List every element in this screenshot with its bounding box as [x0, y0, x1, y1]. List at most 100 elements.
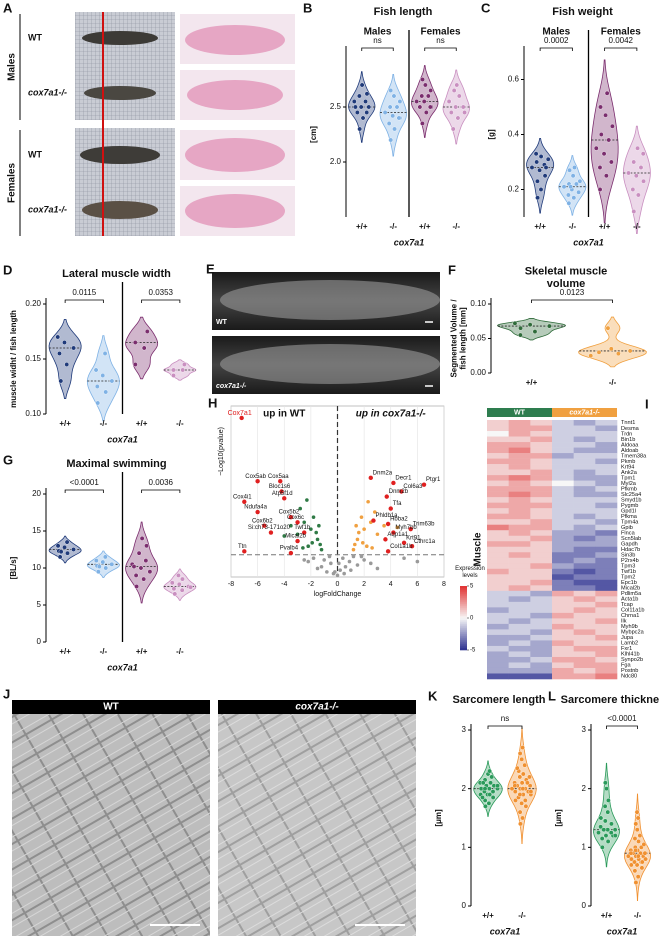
data-point — [635, 853, 641, 859]
x-tick-label: +/+ — [601, 911, 613, 920]
panel-letter: H — [208, 395, 217, 410]
gene-point — [288, 550, 294, 556]
heatmap-cell — [487, 645, 509, 652]
gene-point — [384, 494, 389, 499]
heatmap-cell — [552, 585, 574, 592]
data-point — [635, 145, 640, 151]
heatmap-cell — [552, 464, 574, 470]
genotype-label: cox7a1-/- — [28, 87, 67, 97]
heatmap-cell — [573, 530, 596, 537]
data-point — [606, 137, 612, 143]
data-point — [102, 351, 108, 356]
heatmap-cell — [530, 508, 553, 514]
row-label: Tnnt1 — [621, 420, 635, 426]
data-point — [518, 332, 523, 338]
data-point — [520, 745, 525, 750]
gene-label: Ndufa4a — [244, 505, 267, 511]
heatmap-cell — [573, 524, 596, 531]
data-point — [138, 565, 144, 571]
data-point — [538, 154, 544, 159]
data-point — [632, 859, 637, 865]
heatmap-cell — [530, 629, 553, 636]
photo — [75, 128, 175, 236]
data-point — [517, 809, 523, 815]
heatmap-cell — [530, 491, 553, 498]
data-point — [512, 789, 518, 794]
data-point — [319, 547, 324, 552]
data-point — [363, 99, 368, 104]
data-point — [322, 558, 326, 562]
gene-label: Tfa — [393, 501, 402, 507]
colorbar-step — [460, 606, 467, 609]
y-axis-label: Muscle — [473, 532, 484, 566]
comparison-bracket — [64, 489, 104, 493]
heatmap-cell — [573, 607, 596, 614]
heatmap-cell — [487, 420, 509, 426]
heatmap-cell — [530, 442, 553, 448]
gene-point — [242, 549, 247, 554]
gene-point — [368, 475, 373, 481]
heatmap-cell — [487, 563, 509, 570]
data-point — [100, 373, 106, 378]
gene-point — [401, 540, 407, 545]
data-point — [512, 320, 518, 326]
heatmap-cell — [552, 497, 574, 503]
comparison-bracket — [361, 47, 394, 51]
row-label: Jupa — [621, 635, 634, 641]
colorbar-step — [460, 648, 467, 651]
data-point — [144, 543, 149, 549]
x-tick-label: -4 — [281, 581, 287, 588]
gene-label: Cthrc1a — [414, 539, 436, 545]
data-point — [64, 539, 70, 545]
data-point — [482, 786, 488, 792]
gene-point — [295, 538, 300, 544]
data-point — [355, 563, 360, 567]
heatmap-cell — [595, 508, 618, 514]
row-label: Fxr1 — [621, 646, 632, 652]
data-point — [634, 827, 640, 833]
x-axis-label: cox7a1 — [607, 926, 638, 936]
heatmap-cell — [595, 480, 618, 487]
data-point — [180, 576, 185, 582]
data-point — [289, 523, 293, 528]
heatmap-cell — [508, 612, 531, 619]
heatmap-cell — [487, 458, 509, 465]
heatmap-cell — [552, 568, 574, 575]
colorbar-step — [460, 642, 467, 645]
row-label: Gpib — [621, 525, 633, 531]
data-point — [310, 541, 315, 545]
heatmap-cell — [595, 607, 618, 614]
heatmap-cell — [552, 656, 574, 663]
data-point — [109, 561, 115, 567]
data-point — [561, 184, 567, 190]
data-point — [366, 499, 370, 504]
data-point — [309, 527, 313, 531]
data-point — [103, 389, 109, 395]
row-label: Chrna1 — [621, 613, 639, 619]
heatmap-cell — [552, 453, 574, 459]
chart-title: Sarcomere length — [453, 694, 546, 706]
data-point — [355, 537, 360, 542]
heatmap-cell — [552, 574, 574, 581]
heatmap-cell — [595, 502, 618, 509]
data-point — [634, 809, 640, 815]
heatmap-cell — [552, 557, 574, 564]
row-label: Mical2b — [621, 586, 640, 592]
heatmap-cell — [573, 480, 596, 487]
data-point — [532, 329, 538, 334]
colorbar-step — [460, 612, 467, 615]
gene-point — [421, 482, 427, 487]
column-group-label: WT — [514, 409, 526, 416]
data-point — [139, 536, 145, 541]
y-axis-label: [g] — [487, 129, 496, 140]
data-point — [295, 532, 300, 537]
data-point — [315, 537, 320, 542]
heatmap-cell — [508, 425, 531, 432]
data-point — [65, 550, 70, 556]
genotype-label: cox7a1-/- — [295, 702, 339, 713]
gene-label: Si:ch73-171o20 — [248, 525, 291, 531]
data-point — [612, 827, 618, 833]
data-point — [626, 170, 631, 176]
data-point — [568, 184, 574, 190]
data-point — [486, 800, 492, 806]
